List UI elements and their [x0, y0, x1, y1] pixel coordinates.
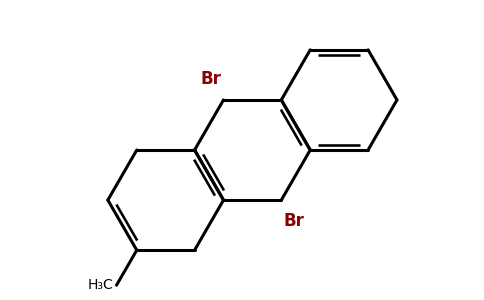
Text: Br: Br	[201, 70, 222, 88]
Text: Br: Br	[283, 212, 304, 230]
Text: H₃C: H₃C	[88, 278, 114, 292]
